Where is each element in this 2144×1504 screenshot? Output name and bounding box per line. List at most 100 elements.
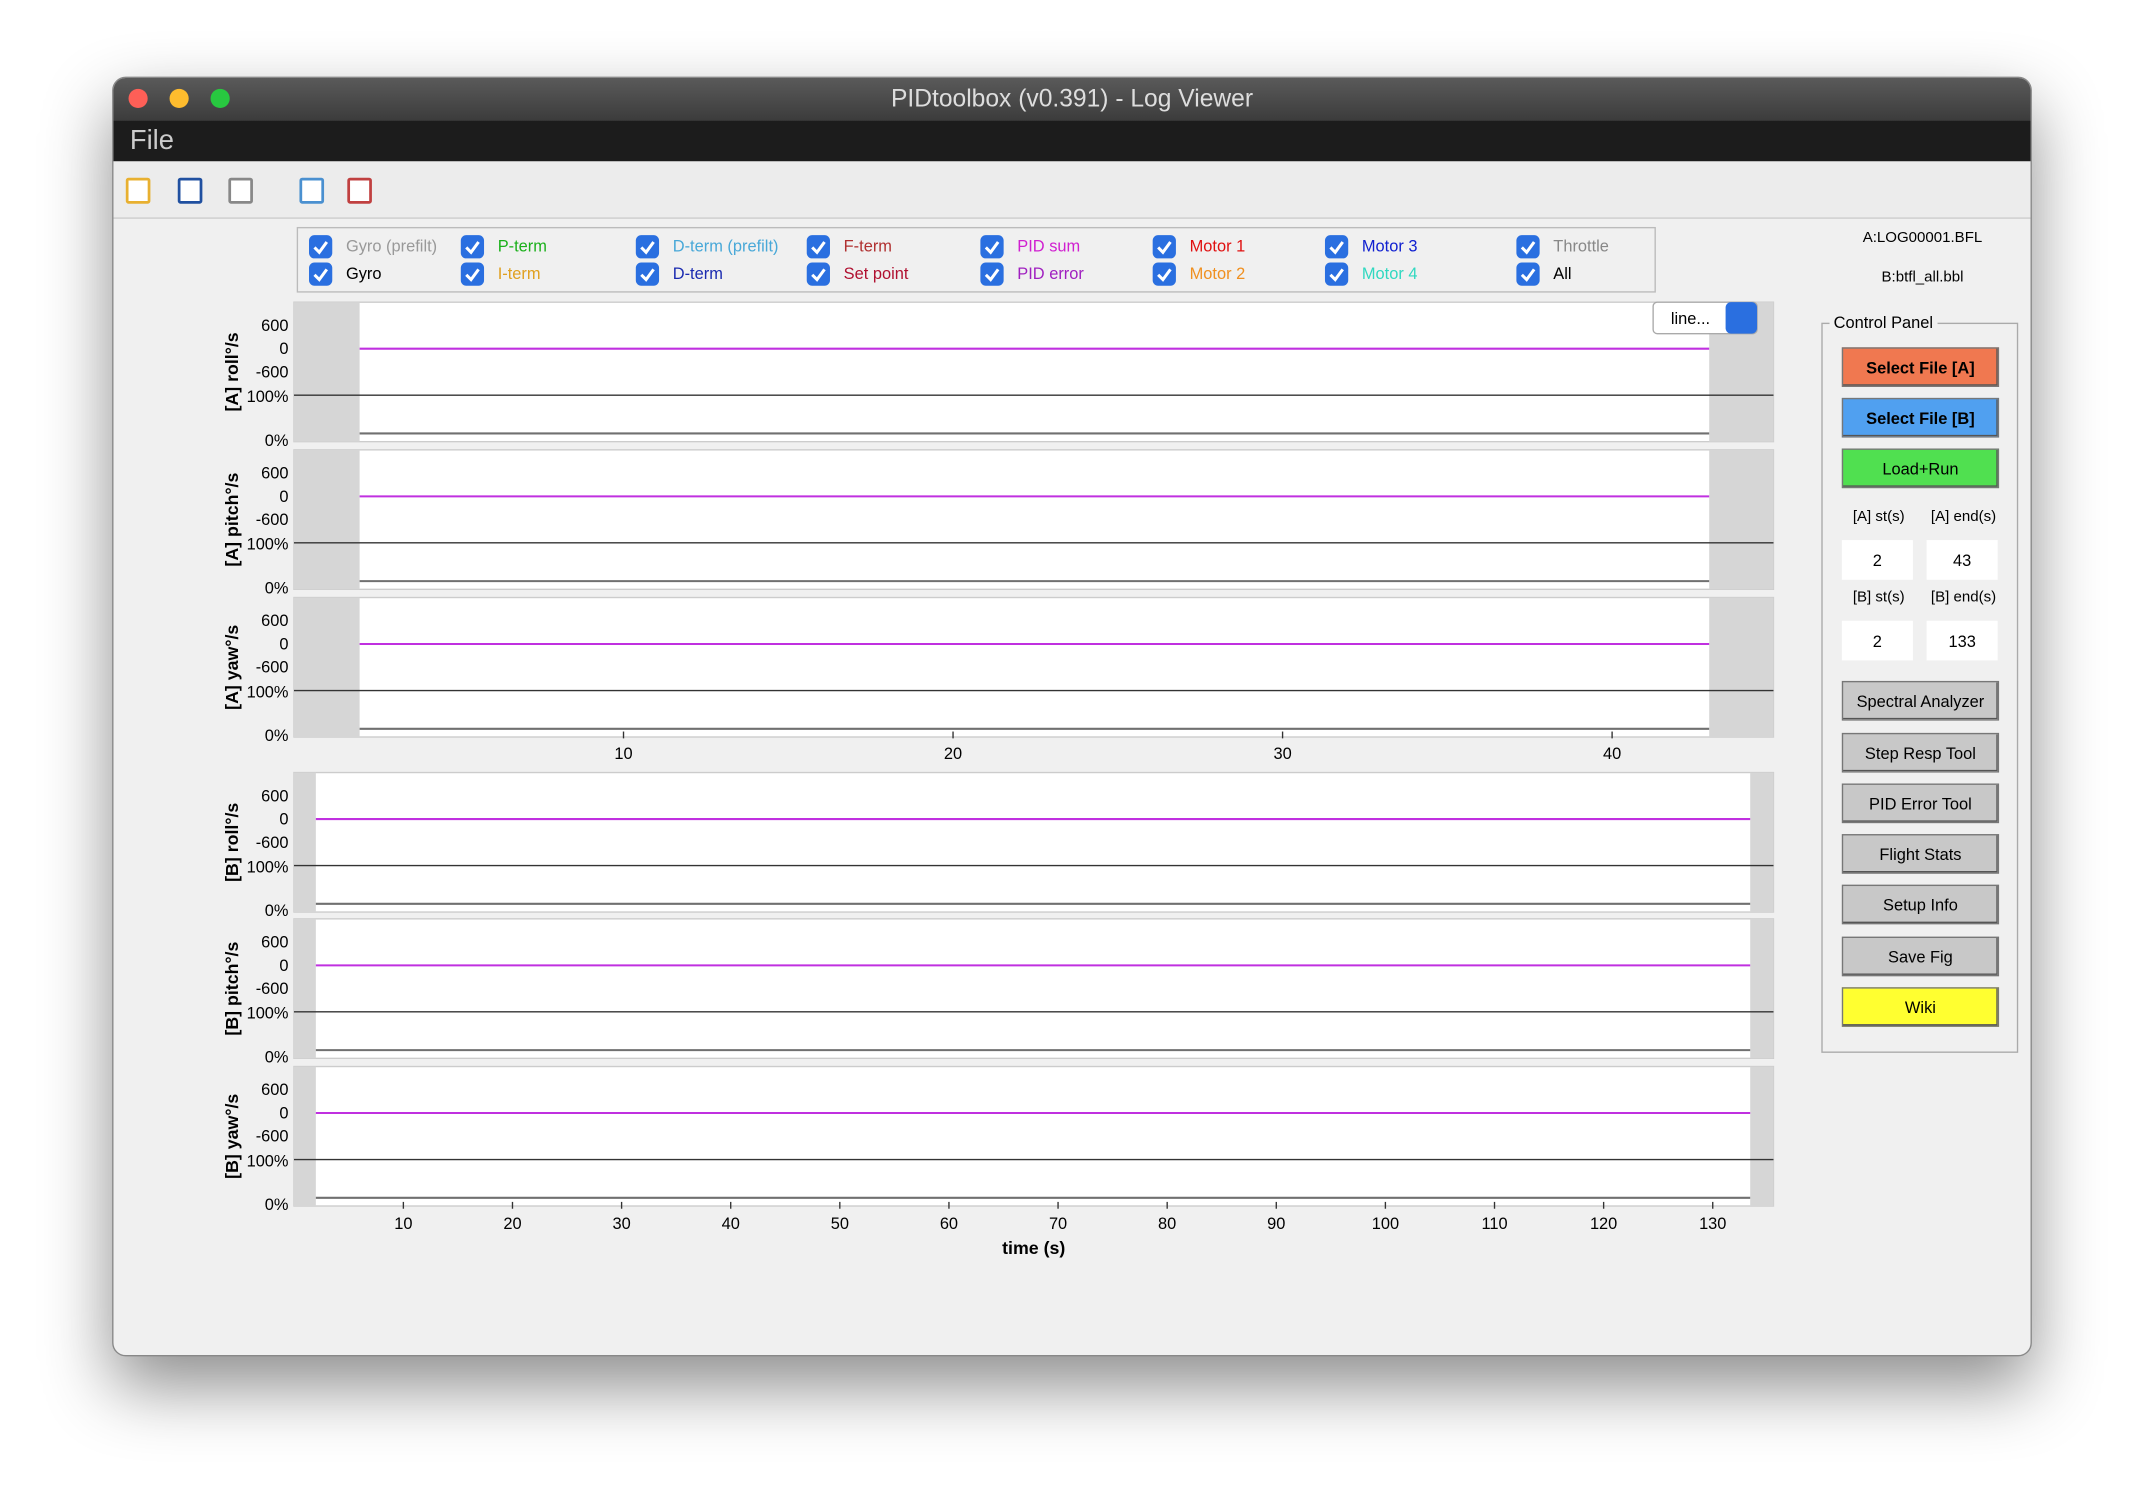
- input-field[interactable]: 133: [1926, 620, 1998, 661]
- x-tick-label: 70: [1049, 1215, 1067, 1233]
- window-button[interactable]: [210, 88, 230, 109]
- legend-label[interactable]: Motor 1: [1189, 236, 1246, 256]
- check-mark: [640, 241, 655, 255]
- axis-label: [B] roll°/s: [222, 803, 242, 882]
- shaded-region: [293, 449, 360, 590]
- legend-label[interactable]: D-term: [672, 263, 723, 284]
- x-tick-label: 40: [722, 1215, 740, 1233]
- legend-label[interactable]: P-term: [497, 236, 547, 256]
- axes: [293, 1065, 1775, 1207]
- checkbox[interactable]: [980, 235, 1004, 259]
- button[interactable]: Step Resp Tool: [1841, 732, 2000, 773]
- control-panel-title: Control Panel: [1829, 313, 1938, 333]
- check-mark: [1329, 268, 1344, 282]
- checkbox[interactable]: [460, 235, 485, 259]
- shaded-region: [1750, 772, 1774, 913]
- checkbox[interactable]: [806, 262, 830, 286]
- x-tick-label: 40: [1603, 745, 1621, 763]
- dropdown-arrow[interactable]: [1725, 302, 1758, 334]
- checkbox[interactable]: [980, 262, 1004, 286]
- toolbar-icon[interactable]: [299, 177, 325, 204]
- legend-label[interactable]: Motor 3: [1361, 236, 1418, 256]
- toolbar-icon[interactable]: [125, 177, 151, 204]
- shaded-region: [293, 918, 316, 1059]
- menu-item[interactable]: File: [129, 125, 174, 156]
- y-tick-label: -600: [256, 1128, 289, 1146]
- toolbar-icon[interactable]: [347, 177, 372, 204]
- legend-label[interactable]: Gyro (prefilt): [345, 236, 438, 256]
- legend-label[interactable]: PID error: [1017, 263, 1084, 284]
- axes-background: [293, 765, 1774, 777]
- check-mark: [811, 241, 826, 255]
- input-field[interactable]: 2: [1841, 620, 1913, 661]
- legend-panel: [296, 226, 1656, 293]
- checkbox[interactable]: [309, 235, 333, 259]
- check-mark: [811, 268, 826, 282]
- legend-label[interactable]: D-term (prefilt): [672, 236, 779, 256]
- legend-label[interactable]: Set point: [843, 263, 909, 284]
- checkbox[interactable]: [309, 262, 333, 286]
- field-label: [B] st(s): [1852, 589, 1905, 606]
- button[interactable]: Wiki: [1841, 987, 2000, 1027]
- y-tick-label: -600: [256, 980, 289, 998]
- field-label: [B] end(s): [1930, 589, 1997, 606]
- legend-label[interactable]: Motor 2: [1189, 263, 1246, 284]
- window-title: PIDtoolbox (v0.391) - Log Viewer: [890, 84, 1254, 113]
- x-tick-label: 60: [940, 1215, 958, 1233]
- window-button[interactable]: [169, 88, 189, 109]
- y-tick-label: 600: [261, 787, 288, 805]
- button[interactable]: Save Fig: [1841, 936, 2000, 977]
- y-tick-label: 0%: [265, 1048, 289, 1066]
- button[interactable]: Select File [A]: [1841, 347, 2000, 387]
- checkbox[interactable]: [460, 262, 485, 286]
- button[interactable]: Flight Stats: [1841, 834, 2000, 874]
- button[interactable]: Load+Run: [1841, 448, 2000, 489]
- legend-label[interactable]: Gyro: [345, 263, 382, 284]
- checkbox[interactable]: [1152, 262, 1176, 286]
- axes: [293, 918, 1775, 1060]
- checkbox[interactable]: [1324, 262, 1349, 286]
- checkbox[interactable]: [635, 262, 660, 286]
- dropdown-label[interactable]: line...: [1671, 310, 1710, 328]
- y-tick-label: 0: [279, 635, 288, 653]
- x-tick-label: 120: [1590, 1215, 1617, 1233]
- y-tick-label: 0: [279, 488, 288, 506]
- y-tick-label: 0: [279, 1104, 288, 1122]
- shaded-region: [1750, 918, 1774, 1059]
- shaded-region: [1709, 449, 1774, 590]
- button[interactable]: Spectral Analyzer: [1841, 680, 2000, 721]
- toolbar-icon[interactable]: [177, 177, 203, 204]
- check-mark: [984, 241, 1000, 255]
- legend-label[interactable]: Motor 4: [1361, 263, 1418, 284]
- toolbar-icon[interactable]: [228, 177, 253, 204]
- button[interactable]: PID Error Tool: [1841, 783, 2000, 824]
- legend-label[interactable]: PID sum: [1017, 236, 1081, 256]
- x-tick-label: 10: [394, 1215, 412, 1233]
- axis-label: [A] yaw°/s: [222, 625, 242, 710]
- checkbox[interactable]: [635, 235, 660, 259]
- input-field[interactable]: 2: [1841, 540, 1913, 580]
- legend-label[interactable]: Throttle: [1553, 236, 1609, 256]
- checkbox[interactable]: [1152, 235, 1176, 259]
- check-mark: [1157, 268, 1172, 282]
- x-tick-label: 20: [503, 1215, 521, 1233]
- checkbox[interactable]: [1516, 262, 1540, 286]
- x-tick-label: 30: [1273, 745, 1291, 763]
- legend-label[interactable]: F-term: [843, 236, 892, 256]
- checkbox[interactable]: [1324, 235, 1349, 259]
- axes: [293, 301, 1775, 443]
- input-field[interactable]: 43: [1926, 540, 1998, 580]
- field-label: [A] end(s): [1930, 508, 1997, 526]
- field-label: [A] st(s): [1852, 508, 1905, 526]
- window-button[interactable]: [128, 88, 148, 109]
- checkbox[interactable]: [1516, 235, 1540, 259]
- legend-label[interactable]: All: [1553, 263, 1572, 284]
- y-tick-label: 0%: [265, 902, 289, 920]
- y-tick-label: 600: [261, 465, 288, 483]
- button[interactable]: Select File [B]: [1841, 397, 2000, 438]
- check-mark: [984, 268, 1000, 282]
- checkbox[interactable]: [806, 235, 830, 259]
- file-label: A:LOG00001.BFL: [1862, 229, 1983, 247]
- legend-label[interactable]: I-term: [497, 263, 541, 284]
- button[interactable]: Setup Info: [1841, 884, 2000, 925]
